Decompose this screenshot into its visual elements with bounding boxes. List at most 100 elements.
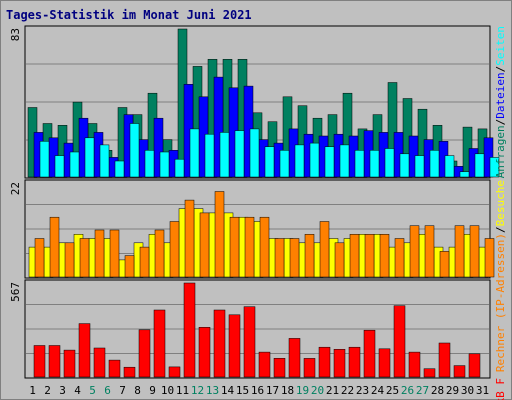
x-tick-label: 10 [161, 384, 174, 397]
x-tick-label: 30 [461, 384, 474, 397]
bar-rechner-ip-adressen-day-16 [259, 216, 270, 278]
x-tick-label: 8 [134, 384, 141, 397]
x-tick-label: 9 [149, 384, 156, 397]
bar-seiten-day-29 [459, 171, 470, 178]
bar-rechner-ip-adressen-day-24 [379, 234, 390, 278]
bar-rechner-ip-adressen-day-12 [199, 212, 210, 278]
bar-kb-f-day-3 [63, 349, 76, 378]
bar-seiten-day-3 [69, 151, 80, 178]
bar-rechner-ip-adressen-day-10 [169, 221, 180, 278]
bar-seiten-day-24 [384, 148, 395, 178]
bar-rechner-ip-adressen-day-21 [334, 242, 345, 278]
x-tick-label: 16 [251, 384, 264, 397]
legend-top-part: Dateien [494, 72, 507, 118]
x-tick-label: 11 [176, 384, 189, 397]
bar-seiten-day-17 [279, 150, 290, 178]
bar-seiten-day-27 [429, 150, 440, 178]
bar-seiten-day-2 [54, 155, 65, 178]
bar-seiten-day-20 [324, 146, 335, 178]
x-tick-label: 25 [386, 384, 399, 397]
bar-seiten-day-21 [339, 144, 350, 178]
bar-seiten-day-11 [189, 128, 200, 178]
bar-rechner-ip-adressen-day-2 [49, 216, 60, 278]
bar-rechner-ip-adressen-day-31 [484, 238, 495, 278]
bar-kb-f-day-28 [438, 342, 451, 378]
bar-seiten-day-22 [354, 150, 365, 178]
bar-rechner-ip-adressen-day-28 [439, 251, 450, 278]
bar-kb-f-day-1 [33, 345, 46, 378]
bar-kb-f-day-21 [333, 349, 346, 378]
bar-seiten-day-6 [114, 160, 125, 178]
x-tick-label: 23 [356, 384, 369, 397]
x-tick-label: 15 [236, 384, 249, 397]
bar-rechner-ip-adressen-day-23 [364, 234, 375, 278]
y-max-label: 22 [9, 182, 22, 195]
bar-seiten-day-12 [204, 133, 215, 178]
bar-rechner-ip-adressen-day-27 [424, 225, 435, 278]
bar-kb-f-day-16 [258, 351, 271, 378]
bar-kb-f-day-22 [348, 346, 361, 378]
bar-seiten-day-25 [399, 153, 410, 178]
legend-top: Anfragen/Dateien/Seiten [494, 26, 507, 178]
bar-kb-f-day-24 [378, 348, 391, 378]
bar-seiten-day-19 [309, 142, 320, 178]
panel-top: 83 [9, 25, 500, 179]
x-tick-label: 1 [29, 384, 36, 397]
bar-rechner-ip-adressen-day-17 [274, 238, 285, 278]
bar-kb-f-day-9 [153, 309, 166, 378]
bar-rechner-ip-adressen-day-7 [124, 255, 135, 278]
bar-seiten-day-26 [414, 155, 425, 178]
bar-seiten-day-18 [294, 144, 305, 178]
bar-kb-f-day-12 [198, 327, 211, 378]
bar-seiten-day-10 [174, 158, 185, 178]
legend-mid-part: Besuche [494, 180, 507, 226]
bar-kb-f-day-20 [318, 346, 331, 378]
bar-kb-f-day-2 [48, 345, 61, 378]
bar-kb-f-day-26 [408, 351, 421, 378]
x-tick-label: 20 [311, 384, 324, 397]
bar-kb-f-day-25 [393, 305, 406, 378]
legend-top-part: / [494, 66, 507, 73]
bar-rechner-ip-adressen-day-5 [94, 229, 105, 278]
x-tick-label: 13 [206, 384, 219, 397]
bar-rechner-ip-adressen-day-26 [409, 225, 420, 278]
x-tick-label: 6 [104, 384, 111, 397]
x-tick-label: 19 [296, 384, 309, 397]
y-max-label: 83 [9, 28, 22, 41]
bar-kb-f-day-29 [453, 365, 466, 378]
bar-seiten-day-15 [249, 128, 260, 178]
bar-rechner-ip-adressen-day-18 [289, 238, 300, 278]
bar-kb-f-day-14 [228, 314, 241, 378]
bar-seiten-day-4 [84, 137, 95, 178]
bar-seiten-day-8 [144, 150, 155, 178]
x-tick-label: 12 [191, 384, 204, 397]
bar-rechner-ip-adressen-day-6 [109, 229, 120, 278]
bar-rechner-ip-adressen-day-30 [469, 225, 480, 278]
x-tick-label: 14 [221, 384, 235, 397]
x-tick-label: 5 [89, 384, 96, 397]
bar-rechner-ip-adressen-day-11 [184, 199, 195, 278]
x-tick-label: 29 [446, 384, 459, 397]
panel-bottom: 567 [9, 279, 491, 379]
legend-mid-part: / [494, 226, 507, 233]
bar-kb-f-day-23 [363, 329, 376, 378]
bar-rechner-ip-adressen-day-25 [394, 238, 405, 278]
bar-seiten-day-16 [264, 146, 275, 178]
bar-rechner-ip-adressen-day-3 [64, 242, 75, 278]
bar-rechner-ip-adressen-day-19 [304, 234, 315, 278]
legend-middle: Rechner (IP-Adressen)/Besuche [494, 180, 507, 372]
bar-rechner-ip-adressen-day-15 [244, 216, 255, 278]
chart-title: Tages-Statistik im Monat Juni 2021 [6, 8, 252, 22]
y-max-label: 567 [9, 282, 22, 302]
bar-kb-f-day-7 [123, 366, 136, 378]
bar-rechner-ip-adressen-day-29 [454, 225, 465, 278]
bar-seiten-day-31 [489, 157, 500, 178]
bar-kb-f-day-13 [213, 309, 226, 378]
bar-kb-f-day-11 [183, 282, 196, 378]
bar-rechner-ip-adressen-day-14 [229, 216, 240, 278]
x-tick-label: 21 [326, 384, 339, 397]
bar-seiten-day-30 [474, 153, 485, 178]
bar-seiten-day-5 [99, 144, 110, 178]
bar-dateien-day-13 [213, 76, 224, 178]
